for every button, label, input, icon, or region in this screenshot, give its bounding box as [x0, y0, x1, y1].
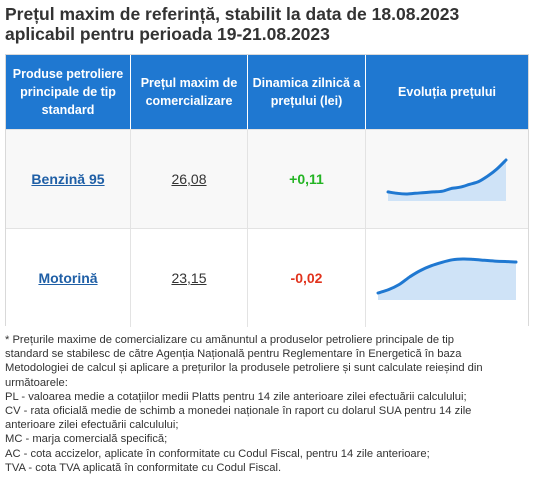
note-line: PL - valoarea medie a cotațiilor medii P… — [5, 390, 467, 403]
title-line-2: aplicabil pentru perioada 19-21.08.2023 — [5, 24, 330, 44]
note-line: Metodologiei de calcul și aplicare a pre… — [5, 362, 483, 375]
note-line: anterioare zilei efectuării calculului; — [5, 419, 179, 432]
sparkline-area — [388, 160, 506, 201]
delta-motorina: -0,02 — [290, 270, 323, 286]
header-evolution: Evoluția prețului — [398, 85, 496, 99]
note-line: standard se stabilesc de către Agenția N… — [5, 348, 462, 361]
header-dynamics: Dinamica zilnică a prețului (lei) — [248, 55, 366, 129]
header-product: Produse petroliere principale de tip sta… — [6, 55, 131, 129]
header-price: Prețul maxim de comercializare — [131, 55, 248, 129]
sparkline-line — [386, 158, 508, 196]
table-header: Produse petroliere principale de tip sta… — [6, 55, 528, 129]
cell-product: Benzină 95 — [6, 130, 131, 228]
product-link-motorina[interactable]: Motorină — [38, 270, 98, 286]
note-line: TVA - cota TVA aplicată în conformitate … — [5, 461, 282, 474]
table-row-motorina: Motorină 23,15 -0,02 — [6, 228, 528, 327]
title-line-1: Prețul maxim de referință, stabilit la d… — [5, 4, 460, 24]
price-motorina[interactable]: 23,15 — [171, 270, 207, 286]
footnotes: * Prețurile maxime de comercializare cu … — [5, 333, 533, 475]
note-line: CV - rata oficială medie de schimb a mon… — [5, 405, 472, 418]
cell-evolution — [366, 229, 528, 327]
delta-benzina: +0,11 — [289, 171, 324, 187]
sparkline-benzina — [386, 158, 508, 201]
sparkline-motorina — [376, 257, 518, 300]
cell-price: 23,15 — [131, 229, 248, 327]
note-line: AC - cota accizelor, aplicate în conform… — [5, 447, 430, 460]
table-row-benzina: Benzină 95 26,08 +0,11 — [6, 129, 528, 228]
note-line: * Prețurile maxime de comercializare cu … — [5, 334, 454, 346]
sparkline-area — [378, 258, 516, 300]
sparkline-line — [376, 257, 518, 295]
cell-product: Motorină — [6, 229, 131, 327]
note-line: următoarele: — [5, 376, 68, 389]
cell-dynamics: -0,02 — [248, 229, 366, 327]
page-title: Prețul maxim de referință, stabilit la d… — [5, 4, 533, 44]
product-link-benzina[interactable]: Benzină 95 — [31, 171, 105, 187]
cell-evolution — [366, 130, 528, 228]
prices-table: Produse petroliere principale de tip sta… — [5, 54, 529, 327]
cell-price: 26,08 — [131, 130, 248, 228]
note-line: MC - marja comercială specifică; — [5, 433, 168, 446]
price-benzina[interactable]: 26,08 — [171, 171, 207, 187]
cell-dynamics: +0,11 — [248, 130, 366, 228]
